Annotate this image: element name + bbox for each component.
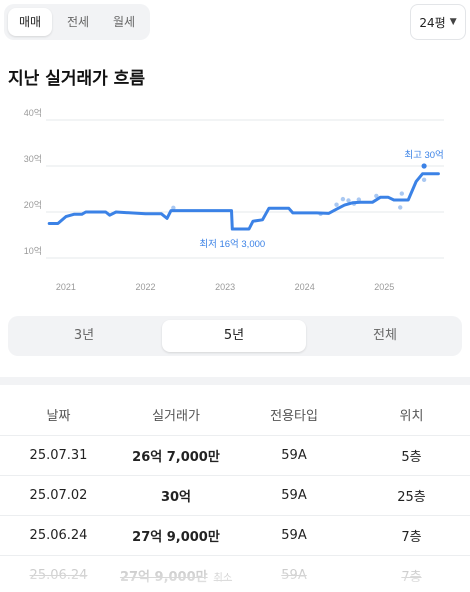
- series-line: [47, 172, 440, 231]
- tab-jeonse[interactable]: 전세: [66, 15, 90, 29]
- section-divider: [0, 377, 470, 385]
- period-tabs: 3년 5년 전체: [8, 316, 462, 356]
- y-tick-label: 40억: [24, 107, 42, 118]
- cell-area-type: 59A: [235, 555, 353, 592]
- tab-sale[interactable]: 매매: [8, 8, 52, 36]
- cell-date: 25.06.24: [0, 515, 117, 556]
- cell-price: 26억 7,000만: [117, 435, 235, 476]
- cell-price: 30억: [117, 475, 235, 516]
- data-point: [346, 198, 351, 203]
- table-row-cancelled[interactable]: 25.06.24 27억 9,000만 취소 59A 7층: [0, 555, 470, 592]
- cell-date: 25.07.31: [0, 435, 117, 476]
- data-point: [374, 193, 379, 199]
- price-chart: 10억 20억 30억 40억 2021 2022 2023 2024 2025 최고 30억최저…: [24, 107, 444, 292]
- cell-area-type: 59A: [235, 435, 353, 476]
- x-tick-label: 2025: [374, 282, 394, 292]
- y-tick-label: 20억: [24, 199, 42, 210]
- cell-price: 27억 9,000만 취소: [117, 555, 235, 592]
- data-point: [171, 205, 176, 211]
- chevron-down-icon: ▼: [449, 17, 457, 27]
- header-date: 날짜: [0, 395, 117, 436]
- table-row[interactable]: 25.06.24 27억 9,000만 59A 7층: [0, 515, 470, 556]
- data-point: [334, 202, 339, 207]
- cell-date: 25.07.02: [0, 475, 117, 516]
- transaction-table: 날짜 실거래가 전용타입 위치 25.07.31 26억 7,000만 59A …: [0, 395, 470, 592]
- cell-floor: 7층: [353, 555, 470, 592]
- data-point: [340, 196, 346, 202]
- data-point: [356, 197, 362, 202]
- chart-annotation: 최저 16억 3,000: [199, 238, 265, 250]
- x-tick-label: 2024: [295, 282, 315, 292]
- chart-annotation: 최고 30억: [404, 149, 443, 161]
- cell-area-type: 59A: [235, 475, 353, 516]
- y-tick-label: 30억: [24, 153, 42, 164]
- deal-type-tabs: 매매 전세 월세: [4, 4, 150, 40]
- tab-monthly-rent[interactable]: 월세: [112, 15, 136, 29]
- size-select-label: 24평: [419, 15, 446, 30]
- chart-title: 지난 실거래가 흐름: [8, 69, 145, 89]
- cell-price: 27억 9,000만: [117, 515, 235, 556]
- cell-date: 25.06.24: [0, 555, 117, 592]
- table-header-row: 날짜 실거래가 전용타입 위치: [0, 395, 470, 436]
- x-tick-label: 2023: [215, 282, 235, 292]
- x-tick-label: 2021: [56, 282, 76, 292]
- data-point: [399, 191, 405, 196]
- cell-floor: 25층: [353, 475, 470, 516]
- cancelled-badge: 취소: [213, 572, 233, 584]
- tab-period-3y[interactable]: 3년: [73, 328, 95, 343]
- header-floor: 위치: [353, 395, 470, 436]
- header-area-type: 전용타입: [235, 395, 353, 436]
- max-point: [421, 163, 427, 169]
- table-row[interactable]: 25.07.02 30억 59A 25층: [0, 475, 470, 516]
- cell-floor: 5층: [353, 435, 470, 476]
- tab-period-all[interactable]: 전체: [373, 328, 397, 343]
- table-row[interactable]: 25.07.31 26억 7,000만 59A 5층: [0, 435, 470, 476]
- data-point: [398, 205, 403, 210]
- data-point: [421, 177, 427, 182]
- y-tick-label: 10억: [24, 245, 42, 256]
- tab-period-5y[interactable]: 5년: [162, 320, 306, 352]
- header-price: 실거래가: [117, 395, 235, 436]
- x-tick-label: 2022: [135, 282, 155, 292]
- cell-price-value: 27억 9,000만: [119, 569, 208, 585]
- cell-floor: 7층: [353, 515, 470, 556]
- size-select[interactable]: 24평 ▼: [410, 4, 466, 40]
- cell-area-type: 59A: [235, 515, 353, 556]
